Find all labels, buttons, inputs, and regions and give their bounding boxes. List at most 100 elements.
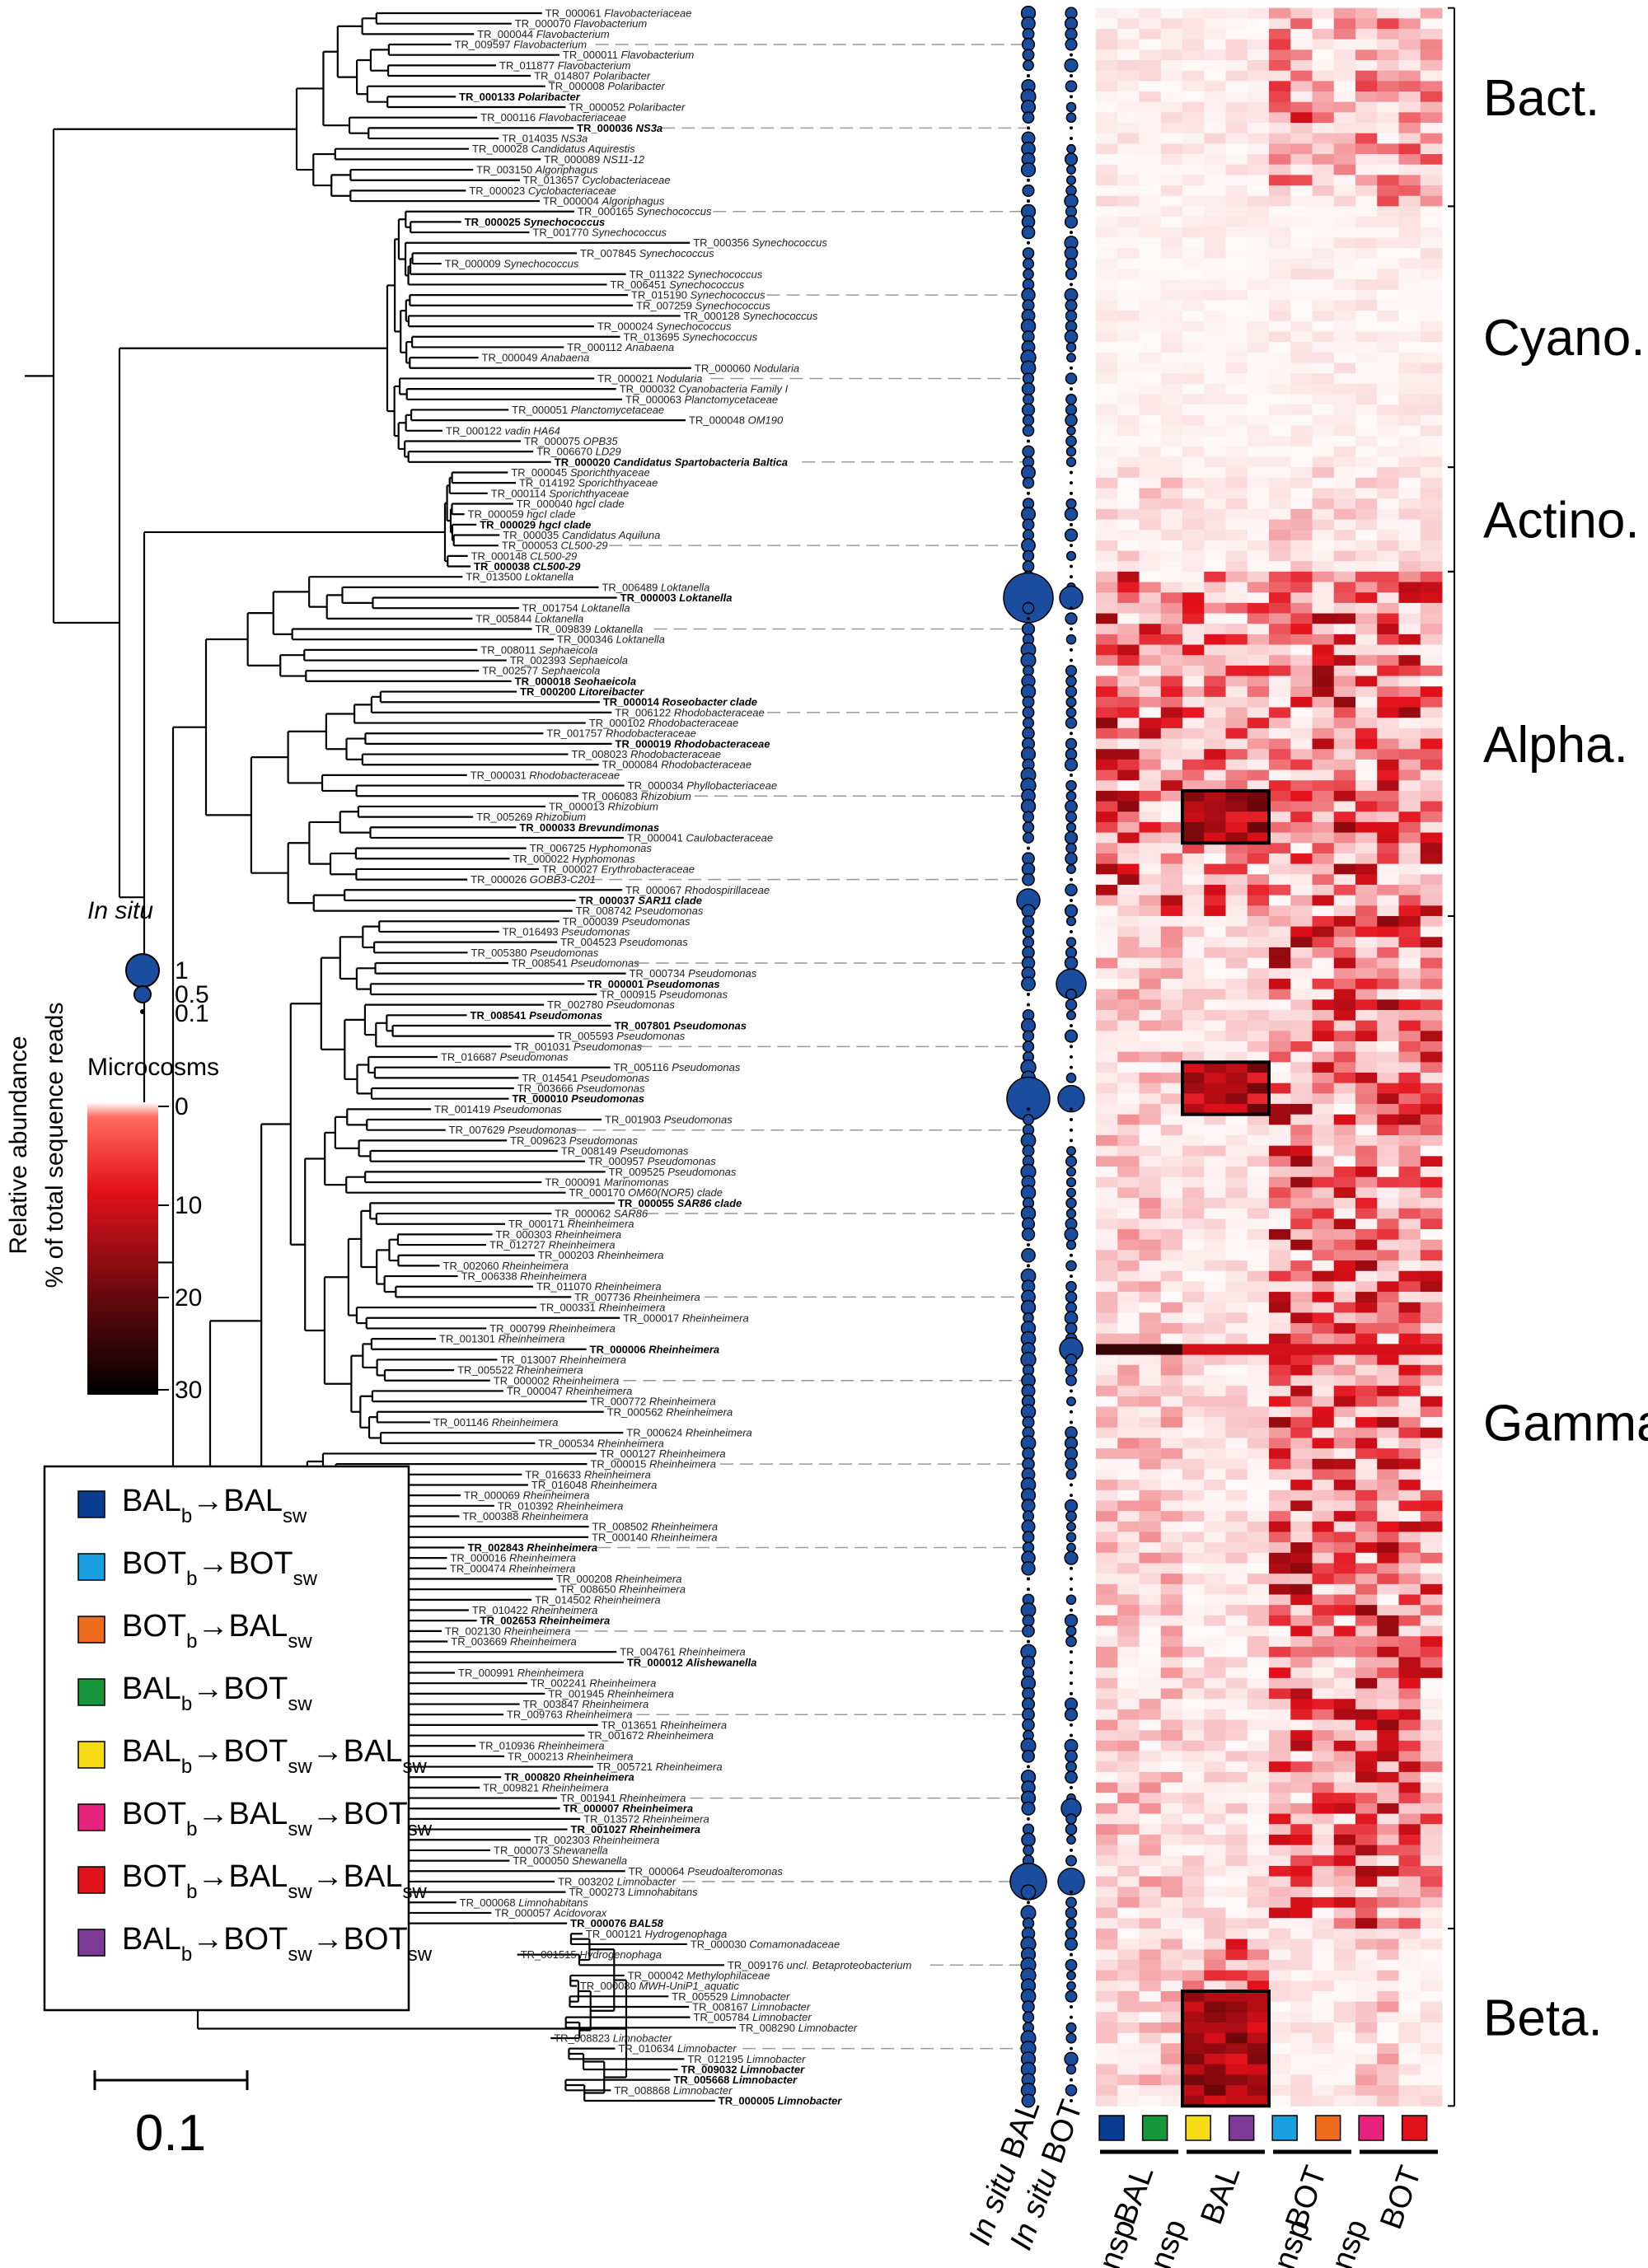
heat-cell bbox=[1139, 821, 1162, 834]
heat-cell bbox=[1269, 383, 1291, 395]
heat-cell bbox=[1096, 342, 1118, 353]
heat-cell bbox=[1377, 2053, 1399, 2065]
heat-cell bbox=[1377, 1542, 1399, 1554]
heat-cell bbox=[1355, 1469, 1378, 1480]
taxon-label: TR_000474 Rheinheimera bbox=[450, 1562, 576, 1574]
heat-cell bbox=[1117, 1083, 1140, 1094]
heat-cell bbox=[1204, 311, 1226, 322]
heat-cell bbox=[1225, 1699, 1248, 1710]
heat-cell bbox=[1290, 1699, 1313, 1710]
heat-cell bbox=[1225, 60, 1248, 72]
heat-cell bbox=[1139, 300, 1162, 311]
heat-cell bbox=[1225, 269, 1248, 280]
heat-cell bbox=[1182, 1031, 1205, 1042]
taxon-label: TR_000002 Rheinheimera bbox=[494, 1374, 620, 1387]
bubble-insitu-bal bbox=[1022, 821, 1035, 834]
heat-cell bbox=[1377, 676, 1399, 687]
heat-cell bbox=[1290, 70, 1313, 82]
heat-cell bbox=[1420, 508, 1443, 520]
heat-cell bbox=[1377, 1312, 1399, 1324]
heat-cell bbox=[1247, 1156, 1270, 1167]
heat-cell bbox=[1182, 821, 1205, 834]
heat-cell bbox=[1398, 1020, 1421, 1031]
heat-cell bbox=[1096, 1511, 1118, 1522]
heat-cell bbox=[1333, 1281, 1356, 1293]
heat-cell bbox=[1204, 655, 1226, 666]
heat-cell bbox=[1096, 1448, 1118, 1460]
heat-cell bbox=[1312, 1782, 1335, 1793]
heat-cell bbox=[1225, 1657, 1248, 1668]
heat-cell bbox=[1225, 1083, 1248, 1094]
heat-cell bbox=[1420, 707, 1443, 718]
heat-cell bbox=[1204, 1208, 1226, 1219]
heat-cell bbox=[1420, 81, 1443, 92]
heat-cell bbox=[1312, 29, 1335, 40]
heat-cell bbox=[1269, 1302, 1291, 1313]
heat-cell bbox=[1420, 1406, 1443, 1418]
bubble-insitu-bot bbox=[1070, 929, 1073, 933]
heat-cell bbox=[1333, 436, 1356, 447]
heat-cell bbox=[1182, 217, 1205, 228]
heat-cell bbox=[1182, 1218, 1205, 1230]
taxon-label: TR_000140 Rheinheimera bbox=[592, 1531, 718, 1543]
heat-cell bbox=[1420, 1876, 1443, 1887]
bubble-insitu-bot bbox=[1065, 101, 1077, 113]
heat-cell bbox=[1290, 2022, 1313, 2034]
taxon-label: TR_000034 Phyllobacteriaceae bbox=[628, 779, 777, 792]
heat-cell bbox=[1096, 1896, 1118, 1909]
heat-cell bbox=[1225, 1990, 1248, 2003]
heat-cell bbox=[1225, 696, 1248, 708]
heat-cell bbox=[1290, 1719, 1313, 1731]
heat-cell bbox=[1290, 696, 1313, 708]
heat-cell bbox=[1377, 1887, 1399, 1898]
heat-cell bbox=[1333, 1312, 1356, 1324]
heat-cell bbox=[1225, 613, 1248, 624]
heat-cell bbox=[1355, 1187, 1378, 1199]
heat-cell bbox=[1420, 1959, 1443, 1971]
heat-cell bbox=[1160, 1344, 1183, 1355]
heat-cell bbox=[1377, 582, 1399, 593]
heat-cell bbox=[1160, 101, 1183, 113]
heat-cell bbox=[1355, 1229, 1378, 1241]
heat-cell bbox=[1117, 331, 1140, 343]
heat-cell bbox=[1247, 749, 1270, 760]
bubble-insitu-bot bbox=[1064, 1550, 1079, 1565]
heat-cell bbox=[1398, 602, 1421, 615]
heat-cell bbox=[1117, 1959, 1140, 1971]
heat-cell bbox=[1182, 718, 1205, 729]
heat-cell bbox=[1333, 718, 1356, 729]
heat-cell bbox=[1420, 1469, 1443, 1480]
heat-cell bbox=[1225, 968, 1248, 980]
group-label: Gamma. bbox=[1483, 1395, 1648, 1452]
heat-cell bbox=[1312, 1344, 1335, 1355]
bubble-insitu-bot bbox=[1065, 634, 1077, 645]
heat-cell bbox=[1420, 154, 1443, 166]
heat-cell bbox=[1290, 843, 1313, 854]
heat-cell bbox=[1139, 1521, 1162, 1532]
heat-cell bbox=[1398, 1500, 1421, 1512]
bubble-insitu-bal bbox=[1022, 601, 1035, 615]
heat-cell bbox=[1312, 1918, 1335, 1929]
heat-cell bbox=[1160, 1771, 1183, 1784]
heat-cell bbox=[1160, 530, 1183, 541]
heat-cell bbox=[1377, 1093, 1399, 1105]
heat-cell bbox=[1398, 362, 1421, 374]
heat-cell bbox=[1160, 1730, 1183, 1742]
heat-cell bbox=[1333, 1062, 1356, 1073]
bubble-insitu-bot bbox=[1070, 53, 1073, 57]
bubble-insitu-bot bbox=[1065, 883, 1078, 897]
heat-cell bbox=[1312, 1751, 1335, 1762]
heat-cell bbox=[1182, 175, 1205, 186]
heat-cell bbox=[1398, 1918, 1421, 1929]
heat-cell bbox=[1160, 1751, 1183, 1762]
bubble-insitu-bot bbox=[1065, 676, 1077, 687]
heat-cell bbox=[1096, 81, 1118, 92]
heat-cell bbox=[1160, 1761, 1183, 1773]
heat-cell bbox=[1204, 1949, 1226, 1961]
heat-cell bbox=[1333, 1270, 1356, 1282]
heat-cell bbox=[1312, 91, 1335, 103]
heat-cell bbox=[1420, 1386, 1443, 1397]
heat-cell bbox=[1420, 644, 1443, 656]
heat-cell bbox=[1355, 550, 1378, 562]
heat-cell bbox=[1377, 2022, 1399, 2034]
